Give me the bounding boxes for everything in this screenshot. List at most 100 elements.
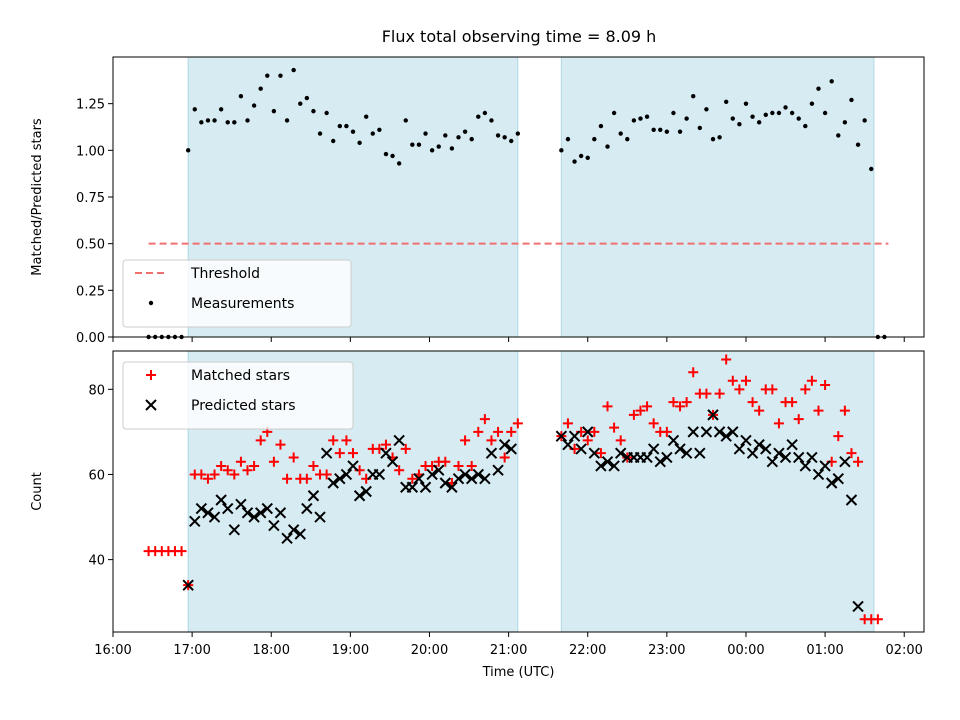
data-point <box>215 494 227 506</box>
data-point <box>661 426 672 437</box>
data-point <box>314 511 326 523</box>
data-point <box>766 455 779 468</box>
data-point <box>192 107 197 112</box>
data-point <box>251 103 257 108</box>
data-point <box>324 110 329 116</box>
data-point <box>476 114 481 119</box>
y-tick-label: 0.75 <box>76 191 105 206</box>
data-point <box>506 426 517 437</box>
data-point <box>562 418 573 429</box>
data-point <box>667 434 680 447</box>
y-tick-label: 1.25 <box>76 98 105 113</box>
data-point <box>453 460 464 471</box>
data-point <box>575 443 587 455</box>
data-point <box>588 447 601 459</box>
data-point <box>651 127 656 132</box>
legend-box <box>122 259 352 328</box>
data-point <box>473 426 484 437</box>
data-point <box>304 95 310 101</box>
data-point <box>301 473 312 484</box>
x-tick-label: 19:00 <box>332 643 369 658</box>
data-point <box>360 485 372 498</box>
data-point <box>380 439 391 450</box>
data-point <box>568 430 581 442</box>
data-point <box>743 101 749 106</box>
data-point <box>869 166 874 172</box>
data-point <box>182 579 194 591</box>
x-axis-label: Time (UTC) <box>482 665 555 680</box>
x-tick-label: 02:00 <box>885 643 922 658</box>
data-point <box>515 131 521 136</box>
data-point <box>241 507 254 519</box>
data-point <box>601 455 614 468</box>
data-point <box>265 73 270 78</box>
data-point <box>675 401 686 412</box>
data-point <box>370 131 375 136</box>
data-point <box>222 502 234 515</box>
data-point <box>565 136 571 142</box>
data-point <box>469 136 474 142</box>
data-point <box>585 155 590 160</box>
data-point <box>307 490 320 502</box>
data-point <box>291 67 296 73</box>
x-tick-label: 18:00 <box>253 643 290 658</box>
data-point <box>723 99 729 105</box>
data-point <box>872 614 883 625</box>
data-point <box>228 524 241 536</box>
data-point <box>812 468 825 481</box>
data-point <box>687 426 699 438</box>
data-point <box>331 138 336 144</box>
data-point <box>799 460 812 472</box>
legend-label: Predicted stars <box>191 398 296 414</box>
data-point <box>809 101 815 106</box>
bottom-panel: 40 60 80 16:00 17:00 18:00 19:00 20:00 21:00 22:0… <box>30 350 925 680</box>
data-point <box>816 86 821 91</box>
x-tick-label: 01:00 <box>806 643 843 658</box>
data-point <box>498 438 511 451</box>
data-point <box>423 131 428 136</box>
data-point <box>720 430 732 442</box>
data-point <box>328 435 339 446</box>
data-point <box>189 515 201 528</box>
data-point <box>403 118 408 123</box>
data-point <box>440 456 451 467</box>
data-point <box>320 447 333 459</box>
data-point <box>671 110 676 116</box>
data-point <box>393 434 405 447</box>
data-point <box>294 528 306 540</box>
data-point <box>796 116 801 121</box>
data-point <box>595 448 606 459</box>
legend-label: Threshold <box>190 266 260 282</box>
data-point <box>249 460 260 471</box>
data-point <box>638 116 643 121</box>
data-point <box>609 422 620 433</box>
data-point <box>284 118 290 123</box>
data-point <box>614 447 627 459</box>
data-point <box>347 460 359 472</box>
data-point <box>746 447 759 459</box>
data-point <box>602 401 613 412</box>
data-point <box>394 465 405 476</box>
data-point <box>456 135 461 140</box>
data-point <box>235 498 247 510</box>
data-point <box>842 120 848 125</box>
data-point <box>357 140 362 146</box>
data-point <box>383 151 389 157</box>
data-point <box>195 502 208 515</box>
data-point <box>773 418 784 429</box>
data-point <box>344 123 349 129</box>
data-point <box>460 435 471 446</box>
data-point <box>274 507 287 519</box>
data-point <box>845 494 858 506</box>
data-point <box>787 397 798 408</box>
legend: Matched stars Predicted stars <box>122 361 354 430</box>
data-point <box>212 118 217 123</box>
data-point <box>562 438 574 451</box>
data-point <box>353 490 366 502</box>
data-point <box>278 73 283 78</box>
data-point <box>806 451 818 464</box>
data-point <box>486 435 497 446</box>
legend-swatch <box>148 300 154 306</box>
data-point <box>400 443 411 454</box>
data-point <box>734 384 745 395</box>
